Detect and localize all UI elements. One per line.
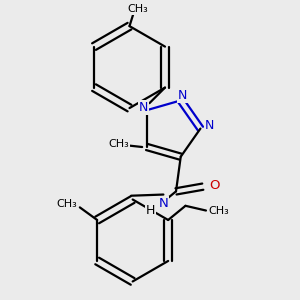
Text: N: N: [158, 197, 168, 211]
Text: CH₃: CH₃: [209, 206, 230, 215]
Text: CH₃: CH₃: [56, 199, 77, 209]
Text: CH₃: CH₃: [127, 4, 148, 14]
Text: N: N: [139, 101, 148, 114]
Text: O: O: [209, 178, 220, 192]
Text: N: N: [178, 89, 187, 102]
Text: N: N: [205, 119, 214, 132]
Text: H: H: [146, 204, 155, 217]
Text: CH₃: CH₃: [108, 139, 129, 149]
